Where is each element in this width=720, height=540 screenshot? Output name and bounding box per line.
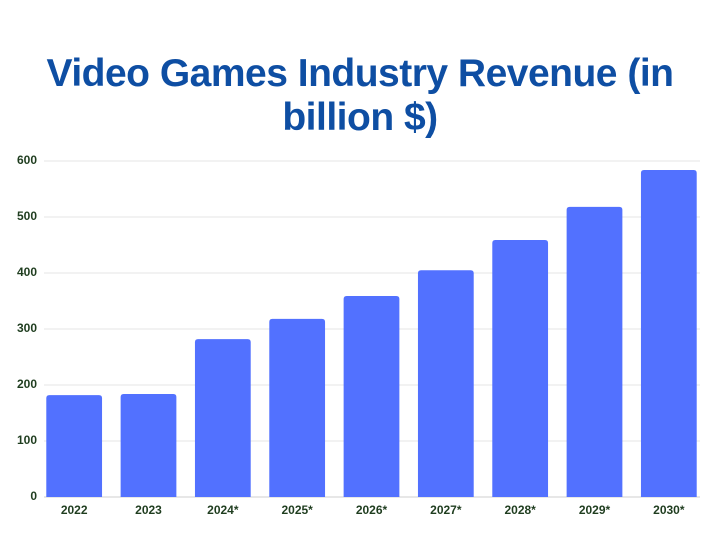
bar: [640, 169, 697, 497]
x-tick-label: 2026*: [356, 503, 388, 517]
x-tick-label: 2023: [135, 503, 162, 517]
x-tick-label: 2030*: [653, 503, 685, 517]
x-tick-label: 2024*: [207, 503, 239, 517]
x-tick-label: 2022: [61, 503, 88, 517]
bar: [492, 239, 549, 497]
y-tick-label: 100: [17, 433, 37, 447]
bar: [194, 339, 251, 497]
y-tick-label: 300: [17, 321, 37, 335]
bar: [566, 206, 623, 498]
y-tick-label: 0: [30, 489, 37, 503]
x-tick-label: 2029*: [579, 503, 611, 517]
y-tick-label: 600: [17, 153, 37, 167]
x-tick-label: 2028*: [504, 503, 536, 517]
chart-title: Video Games Industry Revenue (in billion…: [46, 52, 674, 139]
bar: [120, 393, 177, 497]
bar: [343, 295, 400, 497]
bar: [46, 395, 103, 497]
x-tick-label: 2027*: [430, 503, 462, 517]
y-tick-label: 200: [17, 377, 37, 391]
y-tick-label: 400: [17, 265, 37, 279]
y-tick-label: 500: [17, 209, 37, 223]
x-tick-label: 2025*: [281, 503, 313, 517]
bar: [417, 270, 474, 497]
bar: [269, 318, 326, 497]
